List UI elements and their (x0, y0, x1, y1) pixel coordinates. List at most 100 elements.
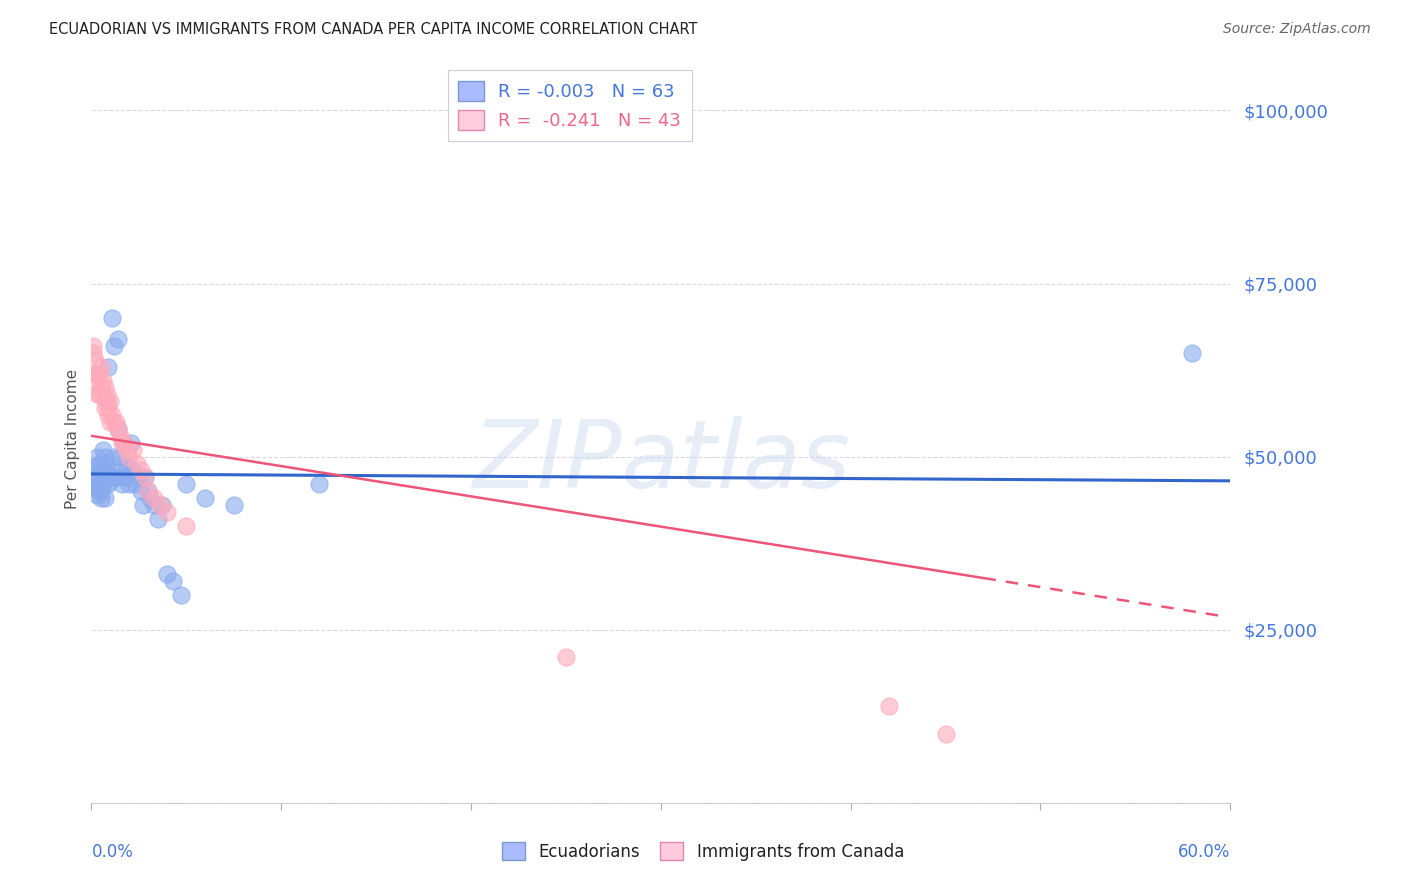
Point (84, 481, 107, 495)
Point (96, 387, 118, 401)
Point (105, 415, 128, 429)
Point (84, 352, 107, 367)
Point (134, 470, 156, 484)
Point (84, 367, 107, 381)
Point (84, 470, 107, 484)
Point (107, 332, 129, 346)
Point (114, 470, 136, 484)
Point (84, 374, 107, 388)
Point (82, 477, 104, 491)
Point (91, 374, 114, 388)
Point (162, 574, 184, 589)
Point (101, 408, 124, 422)
Point (122, 442, 145, 457)
Point (118, 450, 141, 464)
Point (143, 498, 166, 512)
Point (112, 435, 135, 450)
Point (91, 442, 114, 457)
Point (128, 470, 150, 484)
Point (87, 484, 110, 499)
Point (90, 491, 112, 505)
Point (124, 477, 146, 491)
Point (96, 457, 118, 471)
Text: Source: ZipAtlas.com: Source: ZipAtlas.com (1223, 22, 1371, 37)
Point (93, 394, 115, 409)
Point (169, 588, 191, 602)
Point (93, 401, 115, 416)
Point (101, 311, 124, 326)
Point (98, 463, 121, 477)
Point (96, 470, 118, 484)
Point (111, 477, 134, 491)
Point (82, 345, 104, 359)
Point (122, 463, 145, 477)
Point (86, 470, 108, 484)
Point (111, 435, 134, 450)
Legend: Ecuadorians, Immigrants from Canada: Ecuadorians, Immigrants from Canada (495, 836, 911, 868)
Point (134, 470, 156, 484)
Point (91, 387, 114, 401)
Text: ZIPatlas: ZIPatlas (472, 416, 849, 507)
Point (87, 367, 110, 381)
Point (86, 477, 108, 491)
Point (97, 467, 120, 481)
Point (90, 359, 112, 374)
Point (98, 394, 121, 409)
Point (112, 435, 135, 450)
Point (118, 477, 141, 491)
Point (174, 477, 197, 491)
Point (82, 339, 104, 353)
Point (156, 567, 179, 582)
Point (138, 484, 160, 499)
Point (87, 457, 110, 471)
Point (98, 415, 121, 429)
Point (143, 491, 166, 505)
Point (93, 491, 115, 505)
Point (108, 429, 131, 443)
Point (117, 442, 139, 457)
Point (877, 698, 900, 713)
Point (86, 367, 108, 381)
Point (108, 450, 131, 464)
Point (87, 387, 110, 401)
Point (96, 394, 118, 409)
Point (103, 339, 125, 353)
Point (90, 484, 112, 499)
Point (129, 484, 152, 499)
Y-axis label: Per Capita Income: Per Capita Income (65, 369, 80, 509)
Point (82, 470, 104, 484)
Point (103, 450, 125, 464)
Point (91, 477, 114, 491)
Point (222, 498, 245, 512)
Point (146, 512, 169, 526)
Text: ECUADORIAN VS IMMIGRANTS FROM CANADA PER CAPITA INCOME CORRELATION CHART: ECUADORIAN VS IMMIGRANTS FROM CANADA PER… (49, 22, 697, 37)
Point (131, 498, 153, 512)
Point (98, 474, 121, 488)
Point (86, 488, 108, 502)
Point (105, 470, 128, 484)
Point (149, 498, 172, 512)
Point (93, 380, 115, 394)
Point (90, 380, 112, 394)
Point (150, 498, 173, 512)
Point (90, 470, 112, 484)
Point (1181, 345, 1204, 359)
Point (194, 491, 217, 505)
Point (120, 435, 142, 450)
Point (114, 457, 136, 471)
Point (108, 470, 131, 484)
Point (308, 477, 330, 491)
Point (91, 463, 114, 477)
Point (138, 484, 160, 499)
Point (86, 387, 108, 401)
Point (934, 726, 956, 740)
Point (87, 474, 110, 488)
Point (97, 401, 120, 416)
Point (117, 463, 139, 477)
Point (84, 460, 107, 475)
Point (93, 470, 115, 484)
Point (90, 463, 112, 477)
Legend: R = -0.003   N = 63, R =  -0.241   N = 43: R = -0.003 N = 63, R = -0.241 N = 43 (447, 70, 692, 141)
Point (97, 477, 120, 491)
Point (103, 415, 125, 429)
